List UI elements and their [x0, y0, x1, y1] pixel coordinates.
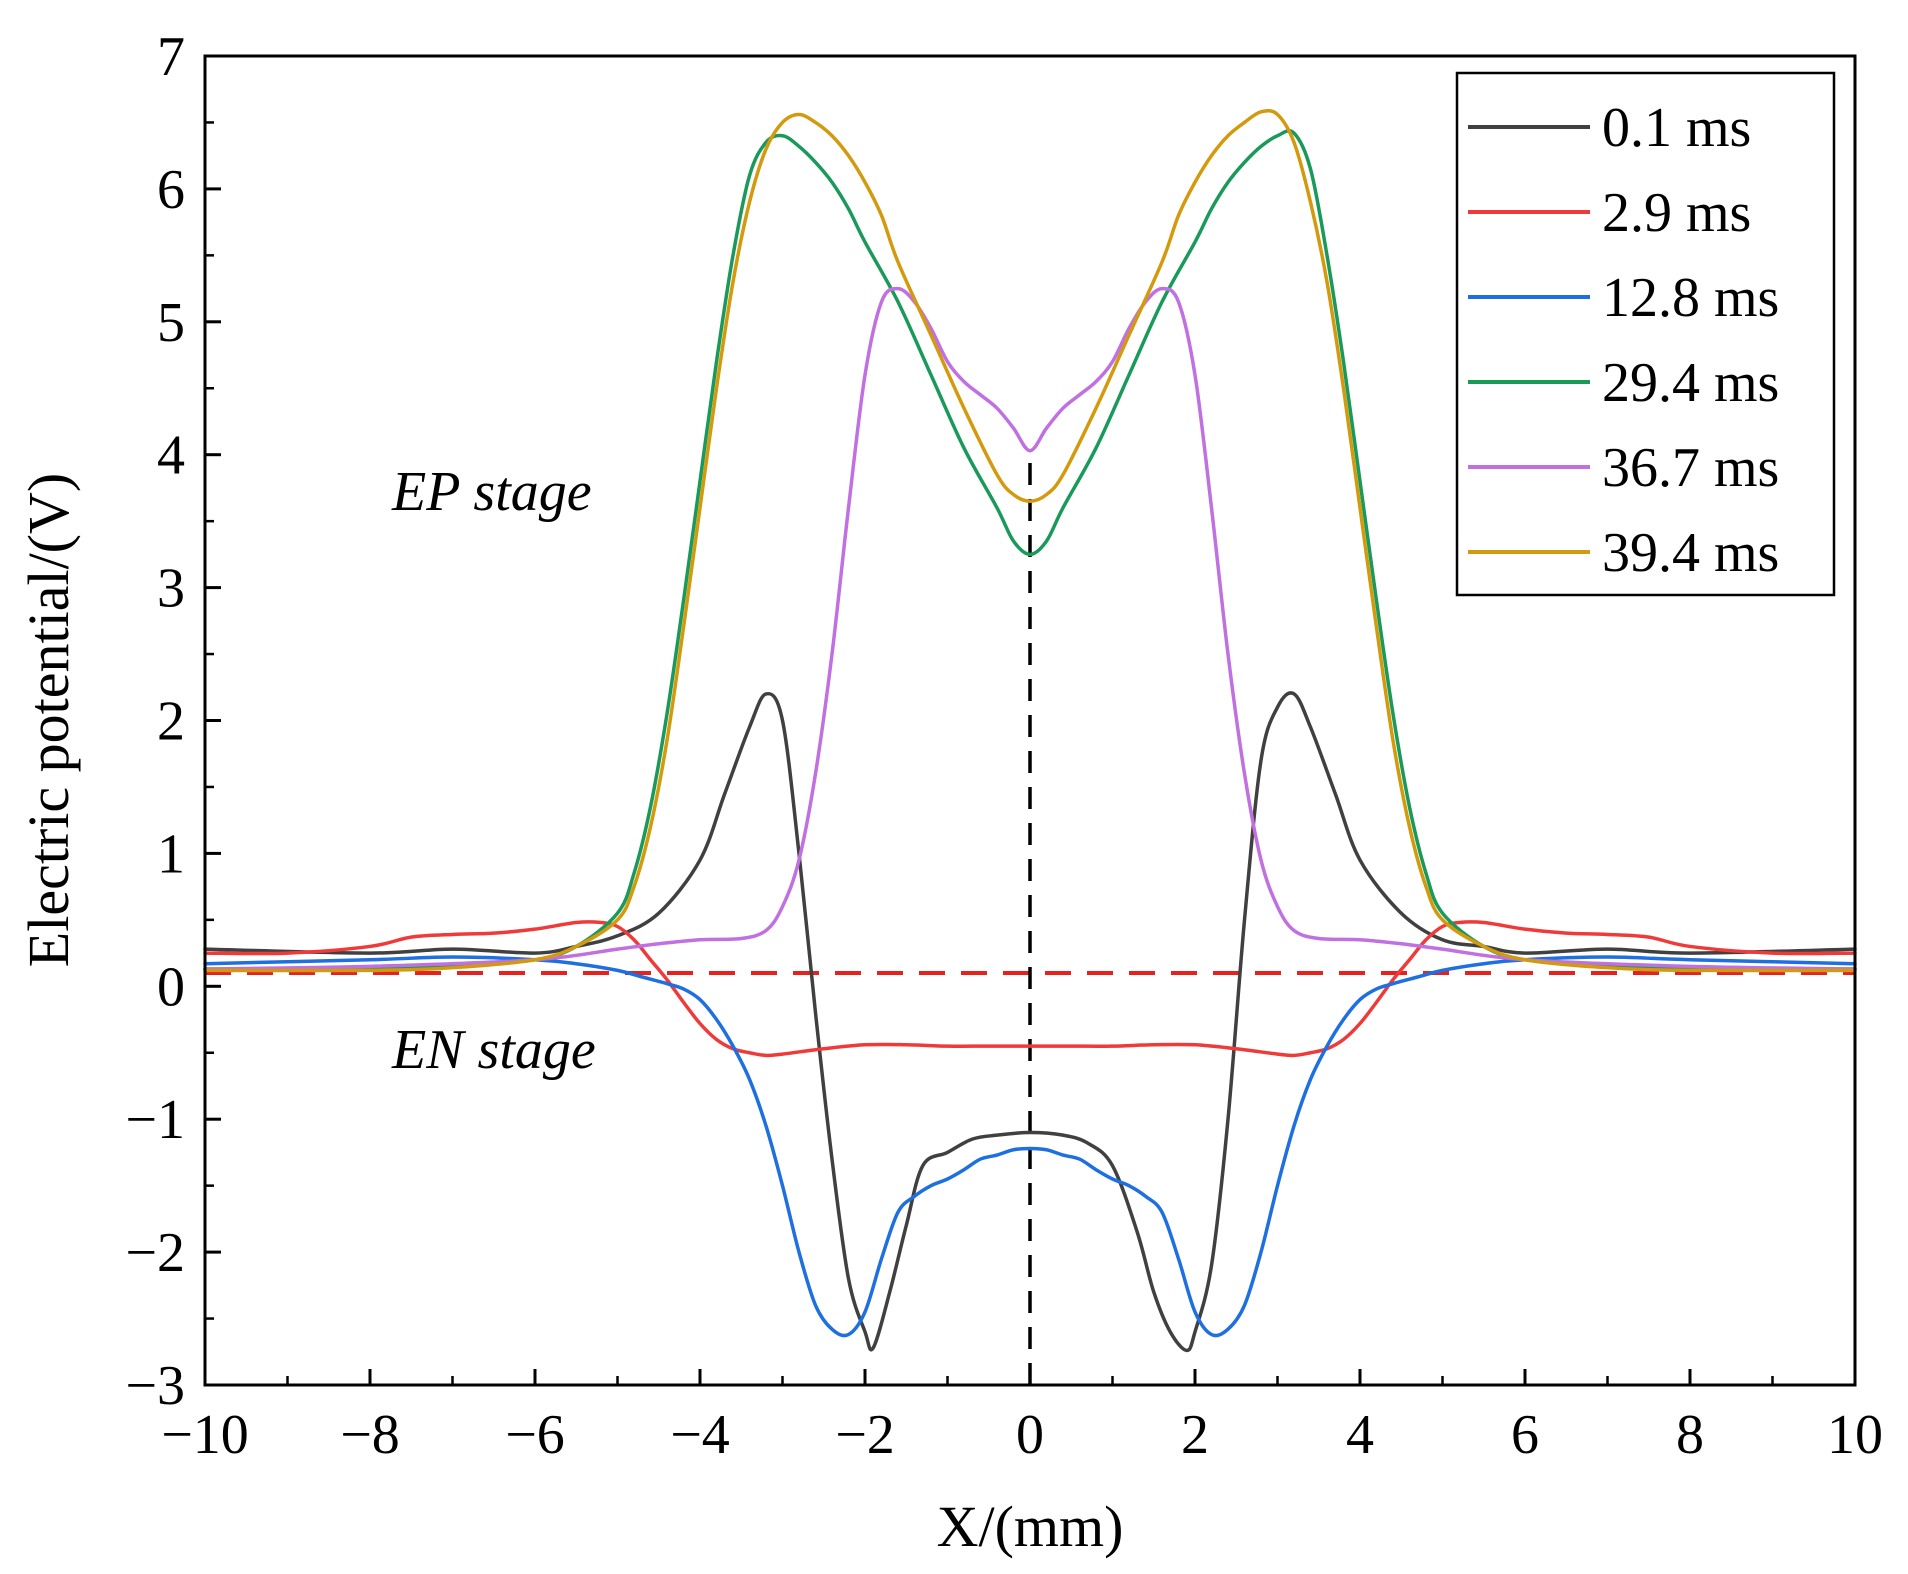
x-tick-label: 8 — [1676, 1404, 1704, 1466]
series-line-39-4-ms — [203, 108, 1857, 973]
x-tick-label: 2 — [1181, 1404, 1209, 1466]
y-tick-label: 6 — [157, 159, 185, 221]
legend-label: 12.8 ms — [1602, 267, 1779, 329]
y-tick-label: 7 — [157, 26, 185, 88]
y-tick-label: 1 — [157, 823, 185, 885]
x-tick-label: 0 — [1016, 1404, 1044, 1466]
x-tick-label: −6 — [505, 1404, 565, 1466]
legend: 0.1 ms 2.9 ms 12.8 ms 29.4 ms 36.7 ms 39.4 ms — [1455, 71, 1836, 597]
y-tick-label: 5 — [157, 292, 185, 354]
y-tick-label: 0 — [157, 956, 185, 1018]
annotation-ep-stage: EP stage — [391, 461, 592, 523]
y-tick-labels: −3 −2 −1 0 1 2 3 4 5 6 7 — [125, 26, 185, 1417]
series-line-0-1-ms — [203, 691, 1857, 1353]
legend-label: 2.9 ms — [1602, 182, 1751, 244]
legend-label: 0.1 ms — [1602, 97, 1751, 159]
legend-box — [1455, 71, 1836, 597]
x-tick-label: 10 — [1827, 1404, 1883, 1466]
x-tick-label: −2 — [835, 1404, 895, 1466]
x-tick-label: −10 — [161, 1404, 249, 1466]
series-lines — [203, 108, 1857, 1353]
y-tick-label: 3 — [157, 558, 185, 620]
x-tick-label: 6 — [1511, 1404, 1539, 1466]
series-line-12-8-ms — [203, 955, 1857, 1338]
plot-frame — [203, 54, 1857, 1387]
reference-lines — [205, 454, 1855, 1385]
y-tick-label: −3 — [125, 1355, 185, 1417]
series-line-36-7-ms — [203, 286, 1857, 971]
series-line-29-4-ms — [203, 129, 1857, 971]
legend-label: 29.4 ms — [1602, 352, 1779, 414]
annotation-en-stage: EN stage — [391, 1019, 596, 1081]
y-tick-label: −2 — [125, 1222, 185, 1284]
x-tick-label: 4 — [1346, 1404, 1374, 1466]
x-tick-label: −8 — [340, 1404, 400, 1466]
y-tick-label: −1 — [125, 1089, 185, 1151]
x-axis-title: X/(mm) — [937, 1494, 1124, 1559]
y-tick-label: 2 — [157, 691, 185, 753]
legend-label: 39.4 ms — [1602, 522, 1779, 584]
x-tick-labels: −10 −8 −6 −4 −2 0 2 4 6 8 10 — [161, 1404, 1883, 1466]
y-axis-title: Electric potential/(V) — [16, 473, 81, 967]
y-tick-label: 4 — [157, 425, 185, 487]
x-tick-label: −4 — [670, 1404, 730, 1466]
legend-label: 36.7 ms — [1602, 437, 1779, 499]
series-line-2-9-ms — [203, 920, 1857, 1058]
